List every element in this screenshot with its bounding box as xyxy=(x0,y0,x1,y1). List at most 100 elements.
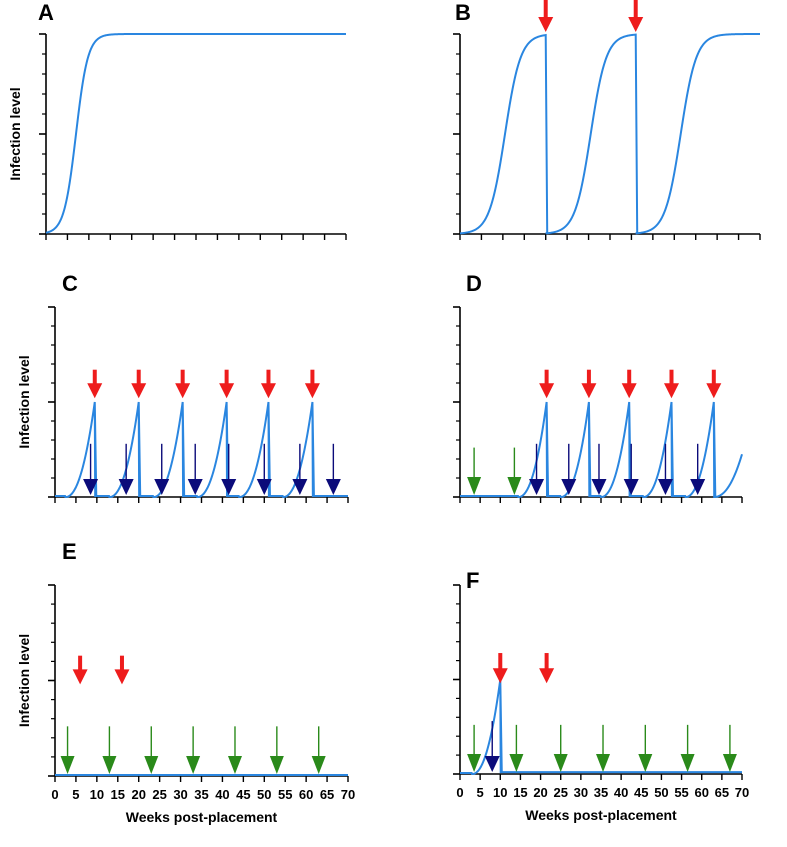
x-tick-label: 50 xyxy=(654,785,668,800)
red-arrow-head xyxy=(706,383,722,399)
green-arrow xyxy=(311,726,326,774)
infection-curve xyxy=(45,33,346,234)
dark-blue-arrow xyxy=(154,443,170,495)
red-arrow-head xyxy=(304,383,320,399)
green-arrow-head xyxy=(467,754,482,772)
x-tick-label: 20 xyxy=(533,785,547,800)
red-arrow-head xyxy=(664,383,679,399)
x-tick-label: 45 xyxy=(236,787,250,802)
green-arrow xyxy=(553,724,568,772)
dark-blue-arrow xyxy=(187,443,203,495)
x-tick-label: 15 xyxy=(513,785,527,800)
dark-blue-arrow xyxy=(529,443,545,495)
x-tick-label: 55 xyxy=(278,787,292,802)
x-tick-label: 55 xyxy=(674,785,688,800)
red-arrow xyxy=(87,369,103,399)
dark-blue-arrow-head xyxy=(623,479,639,495)
green-arrow xyxy=(60,726,75,774)
infection-curve xyxy=(459,33,760,235)
green-arrow-head xyxy=(509,754,524,772)
green-arrow-head xyxy=(722,754,737,772)
red-arrow xyxy=(492,653,508,684)
dark-blue-arrow-head xyxy=(256,479,272,495)
x-tick-label: 70 xyxy=(735,785,749,800)
x-axis-label: Weeks post-placement xyxy=(525,807,677,823)
panel-letter: C xyxy=(62,271,78,296)
green-arrow-head xyxy=(186,756,201,774)
x-tick-label: 65 xyxy=(320,787,334,802)
x-tick-label: 10 xyxy=(90,787,104,802)
green-arrow-head xyxy=(144,756,159,774)
green-arrow xyxy=(509,724,524,772)
red-arrow xyxy=(219,369,235,399)
green-arrow xyxy=(638,724,653,772)
x-tick-label: 35 xyxy=(594,785,608,800)
red-arrow xyxy=(539,369,555,399)
x-tick-label: 10 xyxy=(493,785,507,800)
red-arrow-head xyxy=(72,669,88,685)
red-arrow xyxy=(131,369,147,399)
green-arrow-head xyxy=(638,754,653,772)
green-arrow-head xyxy=(269,756,284,774)
dark-blue-arrow-head xyxy=(292,479,308,495)
green-arrow-head xyxy=(596,754,611,772)
red-arrow xyxy=(621,369,637,399)
red-arrow xyxy=(72,655,88,685)
green-arrow xyxy=(102,726,117,774)
red-arrow-head xyxy=(219,383,235,399)
dark-blue-arrow-head xyxy=(221,479,237,495)
dark-blue-arrow xyxy=(83,443,99,495)
red-arrow-head xyxy=(539,383,555,399)
x-tick-label: 40 xyxy=(614,785,628,800)
green-arrow-head xyxy=(227,756,242,774)
infection-curve xyxy=(460,679,742,776)
dark-blue-arrow xyxy=(221,443,237,495)
green-arrow xyxy=(269,726,284,774)
red-arrow xyxy=(175,369,191,399)
y-axis-label: Infection level xyxy=(16,355,32,448)
red-arrow-head xyxy=(260,383,276,399)
x-tick-label: 15 xyxy=(111,787,125,802)
red-arrow-head xyxy=(175,383,191,399)
panel-letter: A xyxy=(38,0,54,25)
red-arrow xyxy=(114,655,130,685)
x-axis-label: Weeks post-placement xyxy=(126,809,278,825)
dark-blue-arrow-head xyxy=(118,479,134,495)
dark-blue-arrow xyxy=(690,443,706,495)
x-tick-label: 40 xyxy=(215,787,229,802)
x-tick-label: 5 xyxy=(72,787,79,802)
red-arrow xyxy=(538,0,554,32)
dark-blue-arrow-head xyxy=(325,479,341,495)
green-arrow xyxy=(722,724,737,772)
x-tick-label: 35 xyxy=(194,787,208,802)
green-arrow xyxy=(680,724,695,772)
panel-letter: D xyxy=(466,271,482,296)
red-arrow-head xyxy=(114,669,130,685)
green-arrow xyxy=(144,726,159,774)
x-tick-label: 0 xyxy=(456,785,463,800)
x-tick-label: 25 xyxy=(152,787,166,802)
dark-blue-arrow xyxy=(118,443,134,495)
red-arrow-head xyxy=(581,383,597,399)
green-arrow-head xyxy=(680,754,695,772)
dark-blue-arrow xyxy=(623,443,639,495)
dark-blue-arrow xyxy=(325,443,341,495)
dark-blue-arrow-head xyxy=(529,479,545,495)
panel-a: A Infection level xyxy=(7,0,347,240)
red-arrow-head xyxy=(87,383,103,399)
green-arrow-head xyxy=(553,754,568,772)
red-arrow-head xyxy=(621,383,637,399)
x-tick-label: 25 xyxy=(553,785,567,800)
x-tick-label: 65 xyxy=(715,785,729,800)
panel-e: E 0 5 10 15 20 25 30 35 40 45 50 55 60 65 70 Infection l… xyxy=(16,539,355,825)
dark-blue-arrow-head xyxy=(484,756,500,772)
x-tick-label: 20 xyxy=(131,787,145,802)
dark-blue-arrow-head xyxy=(690,479,706,495)
green-arrow-head xyxy=(102,756,117,774)
x-tick-label: 50 xyxy=(257,787,271,802)
panel-b: B xyxy=(453,0,761,240)
dark-blue-arrow-head xyxy=(591,479,607,495)
panel-f: F 0 5 10 15 20 25 30 35 40 45 50 55 60 65 70 Weeks post-… xyxy=(453,568,749,823)
